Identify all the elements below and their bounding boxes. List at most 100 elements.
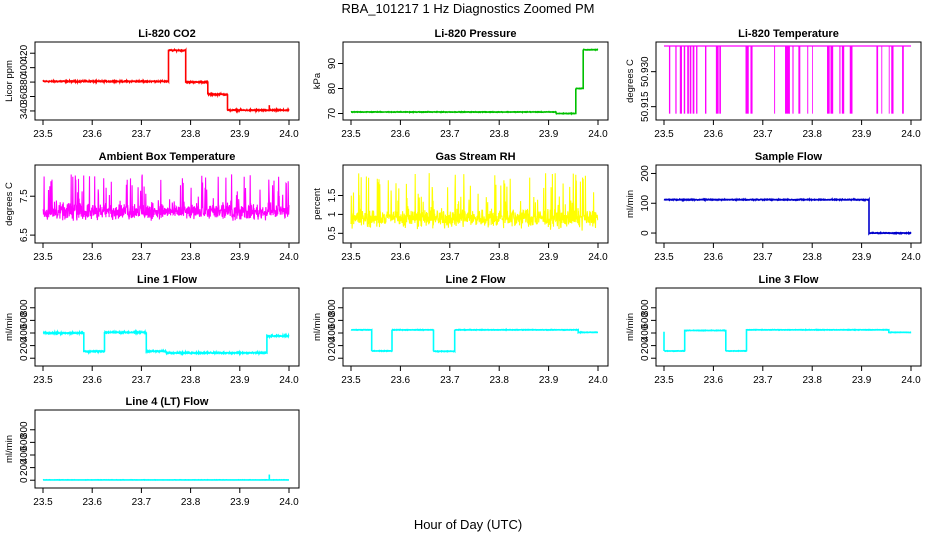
series-drop: [891, 46, 894, 114]
series: [663, 196, 912, 236]
y-tick-label: 800: [327, 299, 338, 316]
x-tick-label: 23.8: [802, 129, 822, 140]
series-drop: [841, 46, 845, 114]
series-drop: [689, 46, 692, 114]
x-tick-label: 23.5: [33, 497, 53, 508]
series: [42, 328, 290, 357]
x-tick-label: 23.6: [82, 375, 102, 386]
y-tick-label: 0: [640, 230, 651, 236]
y-axis-label: degrees C: [625, 59, 636, 103]
y-tick-label: 50.930: [640, 56, 651, 87]
page-title: RBA_101217 1 Hz Diagnostics Zoomed PM: [341, 1, 595, 16]
series-drop: [745, 46, 749, 114]
series-drop: [785, 46, 788, 114]
x-tick-label: 23.6: [82, 252, 102, 263]
panel-8: Line 2 Flow 23.5 23.6 23.7 23.8 23.9 24.0 02004…: [312, 274, 609, 386]
x-tick-label: 24.0: [588, 129, 608, 140]
series: [42, 474, 289, 482]
x-tick-label: 23.7: [132, 497, 152, 508]
y-tick-label: 0: [19, 477, 30, 483]
x-tick-label: 23.5: [654, 252, 674, 263]
x-tick-label: 23.8: [181, 252, 201, 263]
x-tick-label: 23.6: [82, 497, 102, 508]
panel-title: Li-820 CO2: [138, 28, 195, 40]
series: [350, 173, 599, 231]
panel-1: Li-820 CO2 23.5 23.6 23.7 23.8 23.9 24.0 340360…: [4, 28, 300, 140]
series-drop: [715, 46, 719, 114]
panel-10: Line 4 (LT) Flow 23.5 23.6 23.7 23.8 23.9 24.0…: [4, 396, 300, 508]
y-tick-label: 600: [640, 312, 651, 329]
panel-frame: [342, 41, 609, 121]
series-drop: [774, 46, 776, 114]
series-drop: [827, 46, 830, 114]
y-tick-label: 360: [19, 88, 30, 105]
x-tick-label: 23.5: [33, 129, 53, 140]
x-tick-label: 23.6: [704, 252, 724, 263]
y-tick-label: 600: [19, 312, 30, 329]
series-line: [42, 47, 290, 114]
y-tick-label: 400: [327, 324, 338, 341]
panel-title: Sample Flow: [755, 151, 823, 163]
series-drop: [807, 46, 809, 114]
x-tick-label: 23.9: [852, 375, 872, 386]
x-tick-label: 23.9: [230, 252, 250, 263]
y-axis-label: kPa: [312, 72, 323, 89]
x-tick-label: 23.6: [391, 252, 411, 263]
y-tick-label: 600: [19, 434, 30, 451]
x-tick-label: 24.0: [901, 252, 921, 263]
series-line: [663, 328, 912, 353]
series-line: [42, 328, 290, 357]
x-tick-label: 24.0: [279, 129, 299, 140]
series: [42, 47, 290, 114]
y-tick-label: 0: [327, 355, 338, 361]
x-tick-label: 23.5: [654, 375, 674, 386]
x-tick-label: 23.6: [704, 375, 724, 386]
x-tick-label: 23.6: [82, 129, 102, 140]
panel-frame: [34, 409, 300, 489]
series: [663, 328, 912, 353]
panel-title: Li-820 Pressure: [435, 28, 517, 40]
x-tick-label: 23.8: [489, 375, 509, 386]
y-tick-label: 800: [19, 299, 30, 316]
y-tick-label: 6.5: [19, 228, 30, 242]
y-tick-label: 600: [327, 312, 338, 329]
series-drop: [675, 46, 677, 114]
series-drop: [849, 46, 853, 114]
series-drop: [788, 46, 790, 114]
series-drop: [692, 46, 695, 114]
x-tick-label: 23.9: [852, 252, 872, 263]
panel-5: Gas Stream RH 23.5 23.6 23.7 23.8 23.9 24.0 0.5…: [312, 151, 609, 263]
series-drop: [750, 46, 753, 114]
x-tick-label: 23.5: [33, 252, 53, 263]
y-tick-label: 0: [19, 355, 30, 361]
series-drop: [830, 46, 834, 114]
x-tick-label: 23.8: [181, 129, 201, 140]
x-tick-label: 23.7: [753, 129, 773, 140]
y-tick-label: 50.915: [640, 91, 651, 122]
series-drop: [719, 46, 721, 114]
panel-7: Line 1 Flow 23.5 23.6 23.7 23.8 23.9 24.0 02004…: [4, 274, 300, 386]
x-tick-label: 23.9: [539, 375, 559, 386]
y-axis-label: ml/min: [625, 190, 636, 218]
series-drop: [679, 46, 682, 114]
x-tick-label: 23.9: [230, 375, 250, 386]
panel-title: Gas Stream RH: [435, 151, 515, 163]
panel-9: Line 3 Flow 23.5 23.6 23.7 23.8 23.9 24.0 02004…: [625, 274, 922, 386]
panel-3: Li-820 Temperature 23.5 23.6 23.7 23.8 23.9 24…: [625, 28, 922, 140]
series-drop: [787, 46, 790, 114]
y-tick-label: 90: [327, 58, 338, 70]
x-tick-label: 23.7: [132, 252, 152, 263]
panel-frame: [342, 164, 609, 244]
x-tick-label: 24.0: [588, 375, 608, 386]
x-tick-label: 23.9: [539, 252, 559, 263]
y-tick-label: 1: [327, 211, 338, 217]
x-axis-label: Hour of Day (UTC): [413, 517, 523, 532]
x-tick-label: 23.8: [802, 252, 822, 263]
y-tick-label: 400: [640, 324, 651, 341]
x-tick-label: 23.8: [181, 375, 201, 386]
y-tick-label: 200: [19, 337, 30, 354]
x-tick-label: 23.7: [440, 252, 460, 263]
y-tick-label: 200: [19, 459, 30, 476]
x-tick-label: 23.6: [391, 375, 411, 386]
